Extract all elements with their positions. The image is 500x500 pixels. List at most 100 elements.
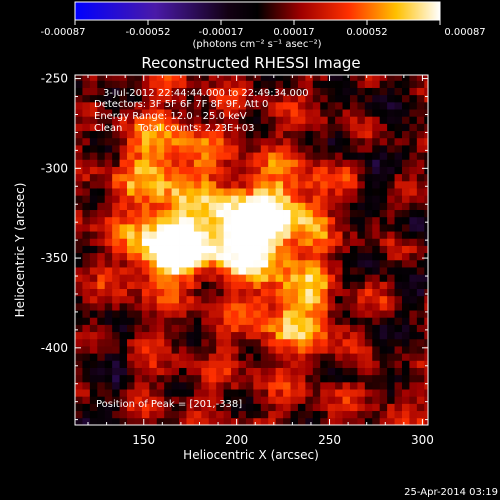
heatmap-cell [104, 310, 113, 318]
heatmap-cell [89, 302, 98, 311]
heatmap-cell [216, 223, 225, 232]
heatmap-cell [97, 116, 106, 124]
heatmap-cell [149, 94, 158, 103]
heatmap-cell [253, 137, 262, 146]
heatmap-cell [179, 145, 187, 153]
heatmap-cell [312, 202, 321, 211]
heatmap-cell [164, 145, 173, 153]
heatmap-cell [327, 159, 336, 167]
heatmap-cell [89, 324, 98, 333]
heatmap-cell [357, 331, 366, 340]
heatmap-cell [283, 302, 291, 311]
heatmap-cell [171, 353, 180, 361]
heatmap-cell [89, 223, 98, 232]
heatmap-cell [387, 310, 395, 318]
heatmap-cell [342, 374, 351, 383]
heatmap-cell [149, 130, 158, 139]
heatmap-cell [342, 331, 351, 340]
heatmap-cell [238, 116, 247, 124]
heatmap-cell [394, 75, 403, 81]
heatmap-cell [297, 116, 306, 124]
heatmap-cell [253, 353, 262, 361]
heatmap-cell [231, 267, 239, 275]
heatmap-cell [97, 75, 106, 81]
heatmap-cell [127, 295, 135, 304]
heatmap-cell [186, 130, 195, 139]
heatmap-cell [97, 381, 106, 390]
heatmap-cell [149, 288, 158, 297]
heatmap-cell [335, 324, 343, 333]
heatmap-cell [416, 166, 425, 175]
heatmap-cell [141, 101, 150, 110]
heatmap-cell [208, 259, 217, 268]
heatmap-cell [171, 180, 180, 189]
heatmap-cell [97, 403, 106, 412]
heatmap-cell [312, 396, 321, 404]
heatmap-cell [357, 302, 366, 311]
heatmap-cell [305, 259, 314, 268]
heatmap-cell [394, 123, 403, 132]
heatmap-cell [179, 188, 187, 196]
heatmap-cell [394, 116, 403, 124]
heatmap-cell [112, 288, 120, 297]
heatmap-cell [201, 173, 210, 182]
heatmap-cell [82, 353, 91, 361]
heatmap-cell [416, 231, 425, 239]
heatmap-cell [171, 80, 180, 88]
heatmap-cell [424, 137, 428, 146]
heatmap-cell [193, 410, 202, 419]
heatmap-cell [401, 216, 410, 225]
heatmap-cell [97, 80, 106, 88]
heatmap-cell [312, 252, 321, 261]
heatmap-cell [297, 410, 306, 419]
heatmap-cell [149, 123, 158, 132]
heatmap-cell [379, 403, 388, 412]
heatmap-cell [372, 145, 381, 153]
heatmap-cell [134, 202, 143, 211]
heatmap-cell [342, 152, 351, 160]
heatmap-cell [387, 159, 395, 167]
heatmap-cell [387, 130, 395, 139]
heatmap-cell [297, 223, 306, 232]
y-tick-label: -250 [41, 72, 68, 86]
heatmap-cell [372, 216, 381, 225]
heatmap-cell [238, 152, 247, 160]
heatmap-cell [119, 159, 128, 167]
heatmap-cell [231, 317, 239, 325]
colorbar-tick-label: -0.00087 [41, 27, 86, 38]
heatmap-cell [416, 410, 425, 419]
heatmap-cell [372, 374, 381, 383]
heatmap-cell [193, 331, 202, 340]
heatmap-cell [290, 324, 299, 333]
heatmap-cell [245, 130, 254, 139]
heatmap-cell [357, 381, 366, 390]
heatmap-cell [416, 245, 425, 254]
heatmap-cell [372, 80, 381, 88]
heatmap-cell [231, 389, 239, 397]
heatmap-cell [245, 195, 254, 203]
heatmap-cell [164, 180, 173, 189]
heatmap-cell [409, 145, 418, 153]
heatmap-cell [75, 346, 83, 354]
heatmap-cell [149, 166, 158, 175]
heatmap-cell [297, 130, 306, 139]
heatmap-cell [364, 116, 373, 124]
heatmap-cell [283, 116, 291, 124]
heatmap-cell [112, 267, 120, 275]
heatmap-cell [342, 75, 351, 81]
heatmap-cell [320, 360, 329, 368]
heatmap-cell [357, 288, 366, 297]
heatmap-cell [201, 410, 210, 419]
heatmap-cell [268, 188, 277, 196]
heatmap-cell [342, 166, 351, 175]
heatmap-cell [186, 195, 195, 203]
heatmap-cell [179, 417, 187, 425]
heatmap-cell [141, 238, 150, 246]
heatmap-cell [312, 145, 321, 153]
heatmap-cell [394, 87, 403, 96]
heatmap-cell [171, 302, 180, 311]
heatmap-cell [171, 145, 180, 153]
heatmap-cell [127, 180, 135, 189]
heatmap-cell [357, 317, 366, 325]
heatmap-cell [231, 166, 239, 175]
